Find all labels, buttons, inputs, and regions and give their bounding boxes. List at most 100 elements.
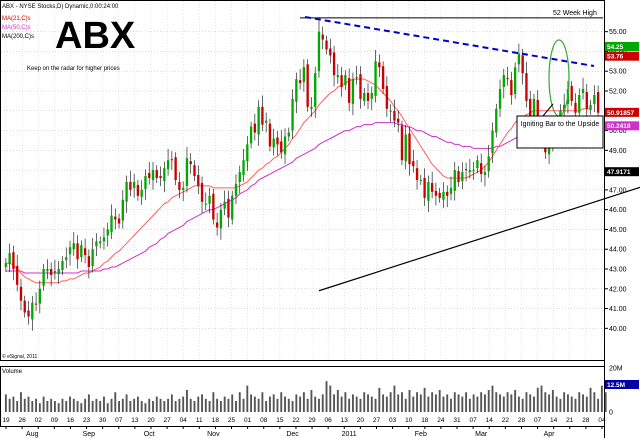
candle-body	[34, 303, 38, 305]
candle-body	[525, 73, 528, 101]
candle-body	[581, 89, 585, 93]
x-tick-label: 04	[180, 417, 188, 424]
candle-body	[31, 302, 34, 320]
candle-body	[298, 80, 302, 84]
candle-body	[389, 110, 392, 112]
y-tick-label: 45.00	[609, 227, 627, 234]
price-tag-label: 50.2418	[607, 123, 631, 130]
candle-body	[12, 252, 15, 269]
candle-body	[589, 104, 592, 110]
candle-body	[19, 286, 23, 301]
candle-body	[314, 73, 317, 107]
candle-body	[276, 137, 279, 145]
candle-body	[374, 61, 377, 96]
x-tick-label: 14	[550, 417, 558, 424]
candle-body	[510, 80, 513, 95]
candle-body	[53, 270, 57, 273]
x-tick-label: 03	[389, 417, 397, 424]
price-bars	[4, 20, 600, 331]
candle-body	[99, 241, 102, 244]
volume-label: Volume	[2, 369, 23, 375]
x-tick-label: 27	[373, 417, 381, 424]
x-tick-label: 28	[518, 417, 526, 424]
y-tick-label: 42.00	[609, 286, 627, 293]
y-axis-ticks: 40.00 41.00 42.00 43.00 44.00 45.00 46.00 47.00…	[604, 29, 627, 333]
candle-body	[242, 160, 245, 176]
callout-text: Igniting Bar to the Upside	[520, 121, 600, 128]
candle-body	[215, 222, 219, 228]
week-high-label: 52 Week High	[553, 10, 597, 17]
candle-body	[513, 67, 517, 94]
candle-body	[487, 156, 490, 172]
x-month-label: Dec	[286, 431, 299, 438]
candle-body	[197, 175, 200, 186]
candle-body	[385, 86, 389, 109]
candle-body	[366, 92, 370, 101]
x-axis-month-labels: Aug Sep Oct Nov Dec 2011 Feb Mar Apr	[26, 431, 555, 438]
ma50-line	[5, 122, 599, 274]
candle-body	[65, 257, 68, 261]
x-tick-label: 14	[486, 417, 494, 424]
candle-body	[291, 98, 294, 131]
candle-body	[340, 75, 343, 88]
price-tag-label: 54.25	[607, 44, 624, 51]
price-tag-label: 53.76	[607, 54, 624, 61]
candle-body	[87, 256, 91, 268]
x-tick-label: 06	[325, 417, 333, 424]
ma200-label: MA(200,C)s	[2, 34, 34, 40]
x-tick-label: 09	[51, 417, 59, 424]
ma50-label: MA(50,C)s	[2, 25, 31, 31]
ma21-label: MA(21,C)s	[2, 16, 31, 22]
candle-body	[219, 209, 223, 229]
price-tag-label: 47.9171	[607, 169, 631, 176]
candle-body	[506, 78, 509, 80]
candle-body	[480, 163, 483, 175]
candle-body	[132, 181, 136, 188]
volume-bars	[4, 381, 607, 412]
x-tick-label: 07	[115, 417, 123, 424]
candle-body	[151, 170, 155, 180]
price-tag-bg	[605, 42, 639, 51]
candle-body	[46, 269, 49, 271]
candle-body	[42, 269, 45, 286]
candle-body	[378, 62, 381, 68]
y-tick-label: 43.00	[609, 267, 627, 274]
candle-body	[68, 247, 72, 255]
x-month-label: Aug	[26, 431, 39, 438]
x-tick-label: 29	[308, 417, 316, 424]
candle-body	[351, 79, 355, 104]
x-tick-label: 01	[244, 417, 252, 424]
candle-body	[562, 104, 566, 112]
candle-body	[200, 182, 204, 202]
x-tick-label: 08	[260, 417, 268, 424]
candle-body	[117, 218, 121, 224]
price-tag-label: 50.91857	[607, 110, 634, 117]
candle-body	[193, 165, 196, 177]
x-month-label: Sep	[83, 431, 96, 438]
candle-body	[596, 91, 600, 113]
candle-body	[483, 172, 487, 176]
candle-body	[325, 40, 328, 50]
candle-body	[408, 133, 411, 165]
candle-body	[502, 75, 505, 88]
candle-body	[547, 146, 551, 155]
x-tick-label: 26	[18, 417, 26, 424]
candle-body	[72, 243, 75, 250]
y-tick-label: 41.00	[609, 306, 627, 313]
x-tick-label: 20	[357, 417, 365, 424]
candle-body	[491, 130, 494, 154]
candle-body	[23, 300, 26, 313]
candle-body	[27, 310, 30, 317]
x-tick-label: 18	[421, 417, 429, 424]
candle-body	[578, 94, 581, 113]
volume-pane-frame	[0, 366, 605, 427]
candle-body	[449, 187, 453, 194]
callout-box	[516, 115, 604, 149]
candle-body	[155, 170, 158, 179]
x-axis-day-ticks: 19 26 02 09 16 23 30 07 13 20 27 04 11 18 25 01 08 15 22 29…	[2, 417, 606, 429]
volume-tick-label: 0	[609, 410, 613, 417]
x-tick-label: 11	[196, 417, 203, 424]
candle-body	[91, 249, 94, 267]
candle-body	[57, 269, 60, 274]
candle-body	[159, 176, 162, 179]
